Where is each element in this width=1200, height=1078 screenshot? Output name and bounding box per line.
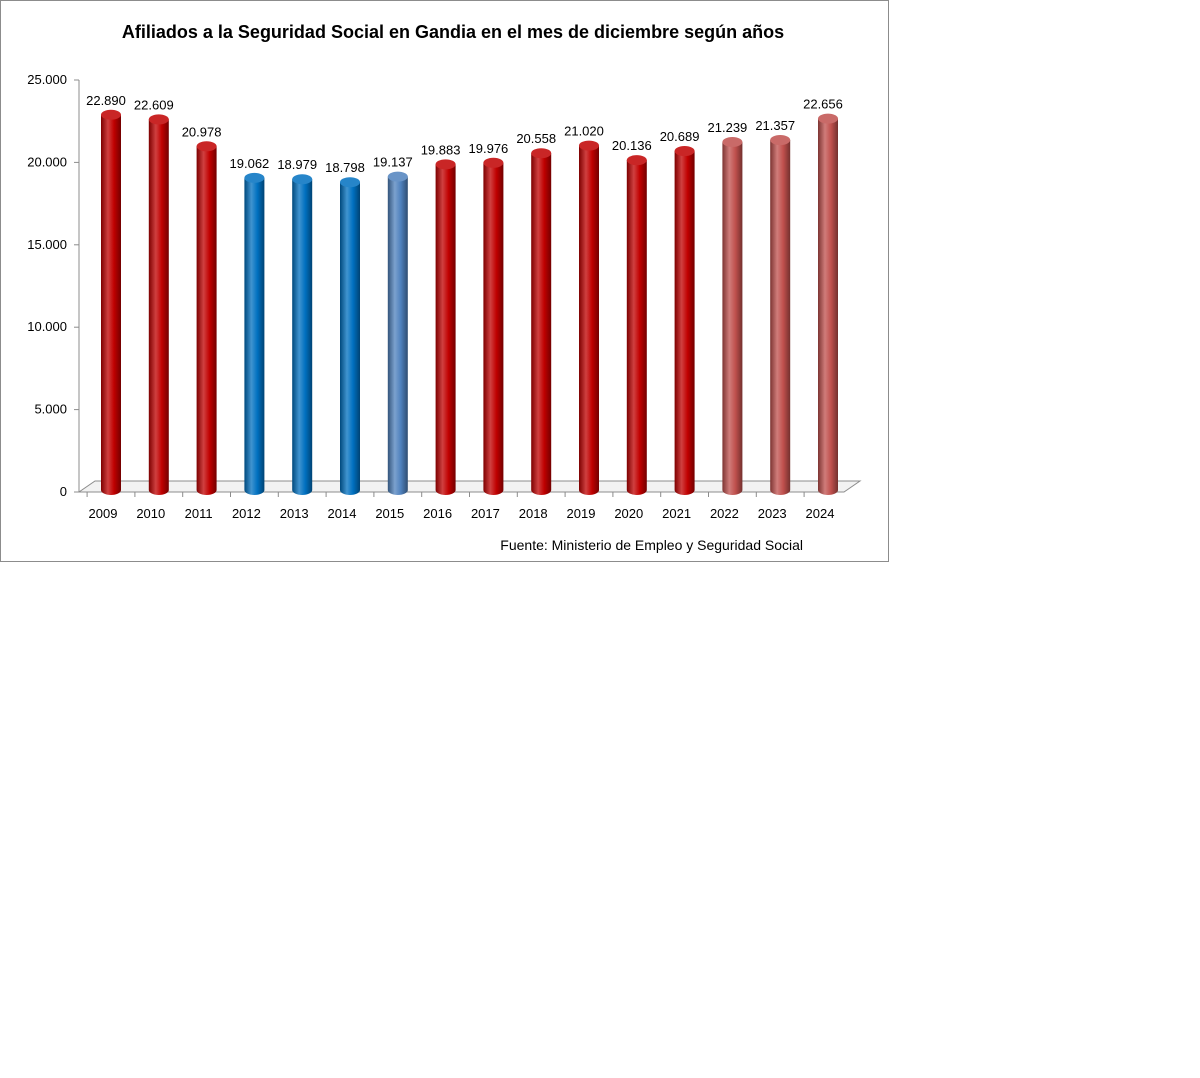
- bar-cap-2010: [148, 114, 169, 125]
- x-tick-label-2023: 2023: [758, 506, 787, 521]
- bar-cap-2021: [674, 146, 695, 157]
- bar-cap-2024: [818, 113, 838, 124]
- y-tick-label: 25.000: [27, 72, 67, 87]
- bar-2018: [531, 153, 552, 495]
- data-label-2009: 22.890: [86, 93, 126, 108]
- data-label-2023: 21.357: [755, 118, 795, 133]
- x-tick-label-2021: 2021: [662, 506, 691, 521]
- bar-cap-2011: [196, 141, 217, 152]
- bar-cap-2014: [340, 177, 360, 188]
- data-label-2017: 19.976: [469, 141, 509, 156]
- bar-2009: [101, 114, 121, 495]
- y-axis: 0 5.000 10.000 15.000 20.000 25.000: [27, 72, 80, 499]
- y-tick-label: 0: [60, 484, 67, 499]
- bar-2024: [818, 118, 838, 495]
- x-tick-label-2010: 2010: [136, 506, 165, 521]
- y-tick-label: 5.000: [34, 402, 67, 417]
- bar-cap-2015: [387, 171, 408, 182]
- bar-2017: [483, 162, 504, 495]
- x-tick-label-2016: 2016: [423, 506, 452, 521]
- data-labels: 22.890 22.609 20.978 19.062 18.979 18.798 19.1…: [86, 93, 843, 175]
- data-label-2011: 20.978: [182, 124, 222, 139]
- floor-plane: [77, 480, 862, 493]
- data-label-2019: 21.020: [564, 124, 604, 139]
- bar-cap-2012: [244, 172, 265, 183]
- bar-2013: [292, 179, 313, 495]
- x-tick-label-2018: 2018: [519, 506, 548, 521]
- bar-2023: [770, 140, 791, 496]
- data-label-2013: 18.979: [277, 157, 317, 172]
- chart-frame: Afiliados a la Seguridad Social en Gandi…: [0, 0, 889, 562]
- y-tick-label: 15.000: [27, 237, 67, 252]
- data-label-2024: 22.656: [803, 97, 843, 112]
- bar-cap-2016: [435, 159, 456, 170]
- data-label-2012: 19.062: [230, 156, 270, 171]
- x-tick-label-2011: 2011: [185, 506, 213, 521]
- source-note: Fuente: Ministerio de Empleo y Seguridad…: [500, 537, 803, 553]
- bar-cap-2017: [483, 157, 504, 168]
- data-label-2021: 20.689: [660, 129, 700, 144]
- x-tick-label-2019: 2019: [567, 506, 596, 521]
- x-tick-label-2014: 2014: [328, 506, 357, 521]
- chart-title: Afiliados a la Seguridad Social en Gandi…: [122, 22, 784, 42]
- x-tick-label-2009: 2009: [89, 506, 118, 521]
- bar-2010: [148, 119, 169, 495]
- data-label-2014: 18.798: [325, 160, 365, 175]
- bar-chart: Afiliados a la Seguridad Social en Gandi…: [27, 22, 862, 553]
- x-tick-label-2017: 2017: [471, 506, 500, 521]
- data-label-2022: 21.239: [708, 120, 748, 135]
- bar-2012: [244, 177, 265, 495]
- x-tick-label-2015: 2015: [375, 506, 404, 521]
- data-label-2010: 22.609: [134, 97, 174, 112]
- bar-2011: [196, 146, 217, 495]
- bar-2016: [435, 164, 456, 495]
- bar-cap-2018: [531, 148, 552, 159]
- bar-2020: [626, 160, 647, 495]
- x-tick-label-2024: 2024: [806, 506, 835, 521]
- bar-2014: [340, 182, 360, 495]
- x-tick-label-2012: 2012: [232, 506, 261, 521]
- bar-cap-2013: [292, 174, 313, 185]
- bar-cap-2009: [101, 109, 121, 120]
- x-tick-label-2022: 2022: [710, 506, 739, 521]
- bar-cap-2020: [626, 155, 647, 166]
- chart-floor: [77, 480, 862, 497]
- bar-2021: [674, 151, 695, 495]
- x-axis-labels: 2009 2010 2011 2012 2013 2014 2015 2016 2017 2018…: [89, 506, 835, 521]
- data-label-2015: 19.137: [373, 155, 413, 170]
- x-tick-label-2013: 2013: [280, 506, 309, 521]
- y-tick-label: 10.000: [27, 319, 67, 334]
- bar-cap-2023: [770, 135, 791, 146]
- bar-2015: [387, 176, 408, 495]
- bar-2022: [722, 141, 743, 496]
- data-label-2018: 20.558: [516, 131, 556, 146]
- bar-cap-2022: [722, 136, 743, 147]
- bar-cap-2019: [579, 140, 599, 151]
- x-tick-label-2020: 2020: [614, 506, 643, 521]
- bars: [101, 109, 838, 496]
- bar-2019: [579, 145, 599, 495]
- data-label-2016: 19.883: [421, 142, 461, 157]
- y-tick-label: 20.000: [27, 154, 67, 169]
- data-label-2020: 20.136: [612, 138, 652, 153]
